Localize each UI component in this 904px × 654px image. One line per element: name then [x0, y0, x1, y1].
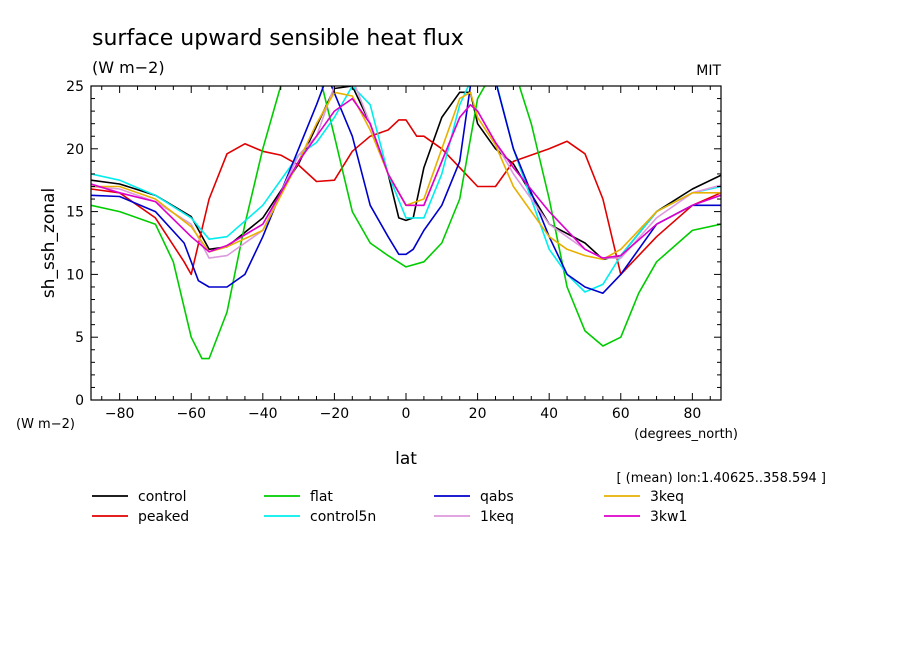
legend-label-1keq: 1keq [480, 509, 514, 525]
legend-label-3kw1: 3kw1 [650, 509, 687, 525]
axes-group: −80 −60 −40 −20 0 20 40 60 80 0 5 10 15 20 25 [66, 79, 721, 422]
source-label: MIT [696, 63, 721, 79]
y-axis-label: sh_ssh_zonal [39, 188, 59, 298]
y-tick-label: 5 [75, 330, 84, 346]
legend-label-qabs: qabs [480, 489, 514, 505]
x-tick-label: 60 [612, 406, 630, 422]
x-tick-label: 80 [683, 406, 701, 422]
series-group [91, 86, 721, 360]
x-tick-label: 20 [469, 406, 487, 422]
series-line-3keq [91, 91, 721, 261]
series-line-peaked [91, 119, 721, 276]
x-tick-label: −20 [320, 406, 350, 422]
series-line-control5n [91, 86, 721, 293]
legend-label-control5n: control5n [310, 509, 376, 525]
x-tick-label: 0 [402, 406, 411, 422]
series-line-control [91, 86, 721, 261]
x-tick-label: 40 [540, 406, 558, 422]
legend-label-flat: flat [310, 489, 333, 505]
legend-label-control: control [138, 489, 187, 505]
x-tick-label: −60 [176, 406, 206, 422]
y-tick-label: 0 [75, 393, 84, 409]
series-line-qabs [91, 86, 721, 295]
y-axis-units: (W m−2) [16, 417, 75, 432]
x-axis-units: (degrees_north) [634, 427, 738, 442]
chart-subtitle: (W m−2) [92, 58, 165, 77]
y-tick-label: 20 [66, 142, 84, 158]
legend-label-3keq: 3keq [650, 489, 684, 505]
y-tick-label: 25 [66, 79, 84, 95]
series-line-flat [91, 86, 721, 360]
legend-label-peaked: peaked [138, 509, 189, 525]
x-axis-label: lat [395, 449, 417, 469]
y-tick-label: 15 [66, 205, 84, 221]
series-line-3kw1 [91, 97, 721, 259]
legend: control peaked flat control5n qabs 1keq 3keq 3k… [92, 489, 687, 525]
x-tick-label: −40 [248, 406, 278, 422]
chart-title: surface upward sensible heat flux [92, 26, 464, 51]
x-tick-label: −80 [105, 406, 135, 422]
y-tick-label: 10 [66, 267, 84, 283]
footnote: [ (mean) lon:1.40625..358.594 ] [616, 471, 826, 486]
